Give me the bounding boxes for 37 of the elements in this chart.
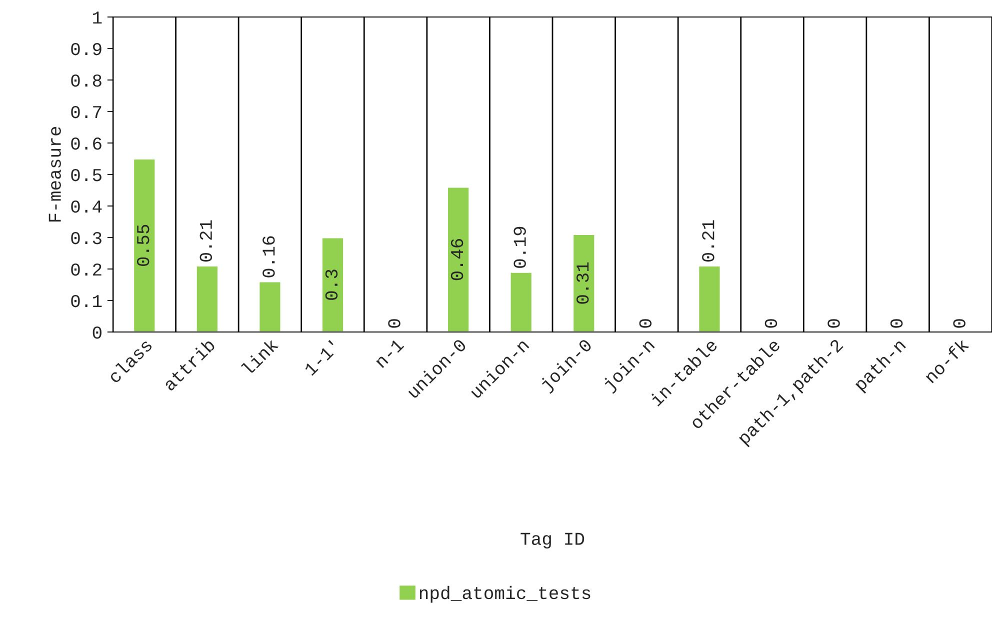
data-label: 0.19 bbox=[514, 226, 526, 268]
legend-label: npd_atomic_tests bbox=[420, 586, 590, 603]
y-tick-label: 0 bbox=[92, 326, 102, 339]
y-tick-label: 0.5 bbox=[71, 168, 102, 182]
y-tick-label: 0.8 bbox=[71, 74, 102, 87]
data-label: 0.46 bbox=[450, 239, 464, 280]
data-label: 0 bbox=[953, 319, 966, 328]
bar bbox=[572, 234, 596, 332]
y-tick-label: 0.4 bbox=[71, 200, 102, 213]
y-tick-label: 1 bbox=[93, 12, 102, 24]
y-tick-label: 0.6 bbox=[71, 137, 102, 150]
bar bbox=[132, 158, 156, 332]
bar bbox=[698, 265, 722, 332]
data-label: 0 bbox=[388, 319, 400, 328]
x-tick-label: n-1 bbox=[374, 338, 404, 368]
y-tick-label: 0.1 bbox=[71, 294, 102, 308]
data-label: 0.21 bbox=[200, 220, 212, 262]
data-label: 0 bbox=[639, 319, 652, 328]
data-label: 0.21 bbox=[702, 220, 714, 262]
y-tick-label: 0.2 bbox=[71, 263, 102, 276]
data-label: 0.16 bbox=[262, 236, 275, 278]
data-label: 0.55 bbox=[136, 224, 150, 266]
y-tick-label: 0.3 bbox=[71, 232, 102, 244]
data-label: 0 bbox=[890, 319, 903, 328]
data-label: 0 bbox=[828, 319, 840, 328]
bar bbox=[509, 271, 533, 332]
y-tick-label: 0.7 bbox=[71, 106, 102, 118]
data-label: 0.3 bbox=[325, 270, 338, 300]
bar bbox=[195, 265, 219, 332]
data-label: 0 bbox=[764, 319, 778, 328]
bar bbox=[321, 236, 344, 332]
bar bbox=[446, 186, 470, 332]
y-axis-title: F-measure bbox=[48, 126, 61, 222]
x-axis-title: Tag ID bbox=[520, 532, 584, 549]
bar bbox=[258, 280, 282, 332]
y-tick-label: 0.9 bbox=[71, 42, 102, 56]
data-label: 0.31 bbox=[576, 262, 589, 304]
